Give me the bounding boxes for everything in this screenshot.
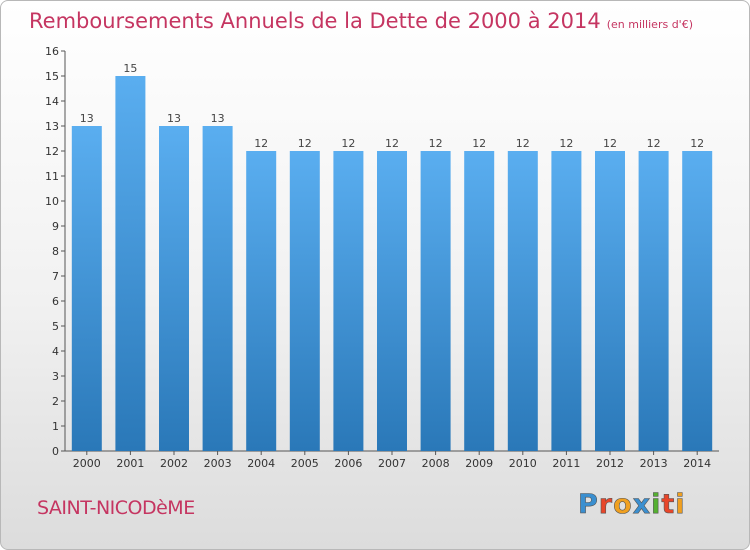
- chart-title: Remboursements Annuels de la Dette de 20…: [29, 9, 693, 33]
- logo-letter: i: [651, 489, 662, 521]
- unit-label: (en milliers d'€): [606, 18, 693, 31]
- y-tick-label: 12: [45, 145, 59, 158]
- y-tick-label: 3: [52, 370, 59, 383]
- y-tick-label: 6: [52, 295, 59, 308]
- title-text: Remboursements Annuels de la Dette de 20…: [29, 9, 601, 33]
- x-tick-label-2010: 2010: [509, 457, 537, 470]
- y-tick-label: 15: [45, 70, 59, 83]
- value-label-2000: 13: [80, 112, 94, 125]
- value-label-2013: 12: [647, 137, 661, 150]
- x-tick-label-2000: 2000: [73, 457, 101, 470]
- logo-letter: i: [675, 489, 686, 521]
- bar-2005: [289, 151, 320, 451]
- value-label-2007: 12: [385, 137, 399, 150]
- bar-2014: [682, 151, 713, 451]
- logo-letter: o: [613, 489, 633, 521]
- bar-2006: [333, 151, 364, 451]
- y-tick-label: 8: [52, 245, 59, 258]
- value-label-2002: 13: [167, 112, 181, 125]
- y-tick-label: 13: [45, 120, 59, 133]
- logo-letter: x: [632, 489, 652, 521]
- logo-letter: t: [661, 489, 676, 521]
- proxiti-logo: Proxiti: [578, 489, 686, 521]
- x-tick-label-2009: 2009: [465, 457, 493, 470]
- y-tick-label: 14: [45, 95, 59, 108]
- x-tick-label-2013: 2013: [640, 457, 668, 470]
- value-label-2004: 12: [254, 137, 268, 150]
- bar-2008: [420, 151, 451, 451]
- bar-2004: [246, 151, 277, 451]
- y-tick-label: 7: [52, 270, 59, 283]
- y-tick-label: 2: [52, 395, 59, 408]
- bar-2007: [377, 151, 407, 451]
- commune-name: SAINT-NICODèME: [37, 497, 195, 519]
- y-tick-label: 4: [52, 345, 59, 358]
- logo-letter: r: [598, 489, 614, 521]
- bar-2011: [551, 151, 582, 451]
- value-label-2009: 12: [472, 137, 486, 150]
- y-tick-label: 11: [45, 170, 59, 183]
- bar-2001: [115, 76, 146, 451]
- bar-2003: [202, 126, 233, 451]
- bar-2002: [159, 126, 189, 451]
- bar-2010: [507, 151, 538, 451]
- x-tick-label-2005: 2005: [291, 457, 319, 470]
- bars: 13 15 13 13 12 12 12 12 12 12 12 12 12 12 12: [71, 62, 713, 451]
- x-tick-label-2002: 2002: [160, 457, 188, 470]
- x-tick-label-2007: 2007: [378, 457, 406, 470]
- x-tick-label-2001: 2001: [116, 457, 144, 470]
- x-tick-label-2012: 2012: [596, 457, 624, 470]
- x-tick-label-2008: 2008: [422, 457, 450, 470]
- x-tick-label-2011: 2011: [552, 457, 580, 470]
- value-label-2008: 12: [429, 137, 443, 150]
- bar-2009: [464, 151, 495, 451]
- bar-2000: [71, 126, 102, 451]
- value-label-2006: 12: [341, 137, 355, 150]
- value-label-2012: 12: [603, 137, 617, 150]
- value-label-2005: 12: [298, 137, 312, 150]
- bar-2013: [638, 151, 669, 451]
- value-label-2014: 12: [690, 137, 704, 150]
- x-tick-label-2004: 2004: [247, 457, 275, 470]
- y-tick-label: 16: [45, 45, 59, 58]
- bar-2012: [595, 151, 625, 451]
- value-label-2001: 15: [123, 62, 137, 75]
- value-label-2011: 12: [559, 137, 573, 150]
- y-tick-label: 9: [52, 220, 59, 233]
- x-tick-label-2014: 2014: [683, 457, 711, 470]
- value-label-2003: 13: [211, 112, 225, 125]
- value-label-2010: 12: [516, 137, 530, 150]
- x-tick-label-2006: 2006: [334, 457, 362, 470]
- y-tick-label: 10: [45, 195, 59, 208]
- y-tick-label: 1: [52, 420, 59, 433]
- y-tick-label: 5: [52, 320, 59, 333]
- y-tick-label: 0: [52, 445, 59, 458]
- x-tick-label-2003: 2003: [204, 457, 232, 470]
- logo-letter: P: [578, 489, 599, 521]
